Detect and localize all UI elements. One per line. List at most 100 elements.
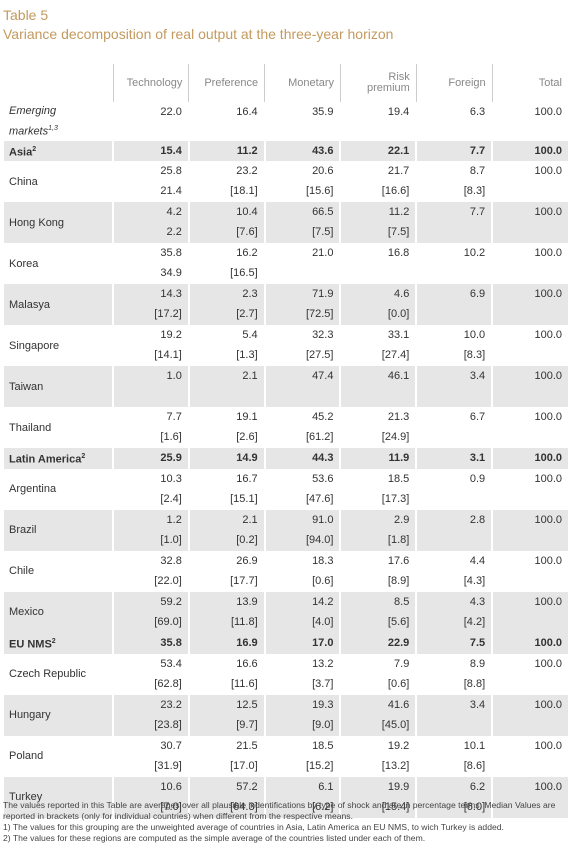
- row-label-text: EU NMS: [9, 638, 52, 651]
- cell: 17.0: [263, 632, 341, 654]
- mean-value: 12.5: [236, 698, 258, 711]
- median-value: [8.6]: [463, 759, 486, 772]
- median-value: [15.4]: [381, 800, 410, 813]
- median-value: [11.6]: [230, 677, 258, 690]
- mean-value: 100.0: [534, 595, 562, 608]
- mean-value: 22.0: [160, 106, 182, 118]
- column-header: Total: [491, 64, 568, 102]
- mean-value: 7.7: [469, 206, 486, 219]
- median-value: [15.2]: [305, 759, 334, 772]
- mean-value: 26.9: [236, 554, 258, 567]
- mean-value: 91.0: [312, 513, 334, 526]
- mean-value: 100.0: [534, 411, 562, 424]
- median-value: [0.0]: [387, 308, 410, 321]
- row-label: Turkey: [2, 776, 113, 818]
- mean-value: 35.8: [160, 247, 182, 260]
- row-label: Chile: [2, 550, 113, 592]
- cell: 10.1 [8.6]: [415, 735, 493, 777]
- row-label: Argentina: [2, 468, 113, 510]
- cell: 32.3 [27.5]: [263, 325, 341, 367]
- mean-value: 43.6: [312, 144, 334, 157]
- median-value: 2.2: [166, 226, 182, 239]
- cell: 1.0: [112, 366, 189, 408]
- note: 2) The values for these regions are comp…: [3, 833, 426, 843]
- row-label: Brazil: [2, 509, 113, 551]
- mean-value: 100.0: [534, 106, 562, 118]
- median-value: [2.7]: [236, 308, 258, 321]
- cell: 0.9: [415, 468, 493, 510]
- median-value: [23.8]: [154, 718, 182, 731]
- cell: 2.9 [1.8]: [339, 509, 417, 551]
- mean-value: 15.4: [160, 144, 182, 157]
- row-label-text: Mexico: [9, 606, 44, 619]
- mean-value: 100.0: [534, 513, 562, 526]
- row: Thailand 7.7 [1.6] 19.1 [2.6] 45.2 [61.2] 21.3 […: [2, 407, 568, 449]
- cell: 4.6 [0.0]: [339, 284, 417, 326]
- cell: 4.4 [4.3]: [415, 550, 493, 592]
- cell: 7.9 [0.6]: [339, 653, 417, 695]
- footnote-mark: 2: [81, 453, 86, 461]
- cell: 6.3: [415, 102, 493, 141]
- row-label-text: Czech Republic: [9, 668, 87, 681]
- cell: 3.4: [415, 366, 493, 408]
- mean-value: 14.3: [160, 288, 182, 301]
- row: Taiwan 1.0 2.1 47.4 46.1 3.4 100.0: [2, 366, 568, 408]
- mean-value: 18.5: [312, 739, 334, 752]
- row: China 25.8 21.4 23.2 [18.1] 20.6 [15.6] 21.7 [16…: [2, 161, 568, 203]
- mean-value: 6.1: [318, 780, 334, 793]
- cell: 100.0: [491, 102, 568, 141]
- row-label-text: Asia: [9, 146, 33, 159]
- cell: 19.4: [339, 102, 417, 141]
- median-value: [14.1]: [154, 349, 182, 362]
- median-value: [62.8]: [154, 677, 182, 690]
- median-value: [15.1]: [230, 492, 258, 505]
- mean-value: 100.0: [534, 144, 562, 157]
- cell: 10.2: [415, 243, 493, 285]
- median-value: [0.6]: [312, 574, 334, 587]
- mean-value: 7.9: [394, 657, 410, 670]
- cell: 100.0: [491, 653, 568, 695]
- row: Emerging markets1,3 22.0 16.4 35.9 19.4 6.3 10…: [2, 102, 568, 141]
- mean-value: 21.5: [236, 739, 258, 752]
- cell: 59.2 [69.0]: [112, 591, 189, 633]
- cell: 7.7 [1.6]: [112, 407, 189, 449]
- median-value: [6.0]: [463, 800, 486, 813]
- mean-value: 100.0: [534, 780, 562, 793]
- mean-value: 10.1: [463, 739, 486, 752]
- mean-value: 100.0: [534, 370, 562, 383]
- mean-value: 23.2: [236, 165, 258, 178]
- note: 1) The values for this grouping are the …: [3, 822, 504, 832]
- mean-value: 100.0: [534, 657, 562, 670]
- cell: 18.5 [17.3]: [339, 468, 417, 510]
- median-value: [17.2]: [154, 308, 182, 321]
- mean-value: 45.2: [312, 411, 334, 424]
- median-value: [6.2]: [312, 800, 334, 813]
- mean-value: 33.1: [387, 329, 410, 342]
- cell: 100.0: [491, 776, 568, 818]
- cell: 35.8 34.9: [112, 243, 189, 285]
- column-header: Foreign: [415, 64, 493, 102]
- cell: 44.3: [263, 448, 341, 469]
- mean-value: 7.7: [166, 411, 182, 424]
- mean-value: 11.2: [236, 144, 258, 157]
- median-value: [15.6]: [305, 185, 334, 198]
- cell: 66.5 [7.5]: [263, 202, 341, 244]
- mean-value: 19.1: [236, 411, 258, 424]
- mean-value: 71.9: [312, 288, 334, 301]
- cell: 46.1: [339, 366, 417, 408]
- cell: 2.1 [0.2]: [187, 509, 265, 551]
- row-label: Thailand: [2, 407, 113, 449]
- median-value: [17.7]: [230, 574, 258, 587]
- notes: The values reported in this Table are av…: [3, 800, 577, 844]
- median-value: [16.6]: [381, 185, 410, 198]
- header: Table 5 Variance decomposition of real o…: [3, 6, 393, 44]
- mean-value: 32.8: [160, 554, 182, 567]
- median-value: [8.3]: [463, 185, 486, 198]
- cell: 100.0: [491, 140, 568, 162]
- column-header: Technology: [112, 64, 189, 102]
- median-value: [47.6]: [305, 492, 334, 505]
- mean-value: 5.4: [242, 329, 258, 342]
- footnote-mark: 2: [51, 637, 56, 645]
- mean-value: 3.1: [469, 452, 486, 465]
- row: Korea 35.8 34.9 16.2 [16.5] 21.0 16.8 10.2 100.0: [2, 243, 568, 285]
